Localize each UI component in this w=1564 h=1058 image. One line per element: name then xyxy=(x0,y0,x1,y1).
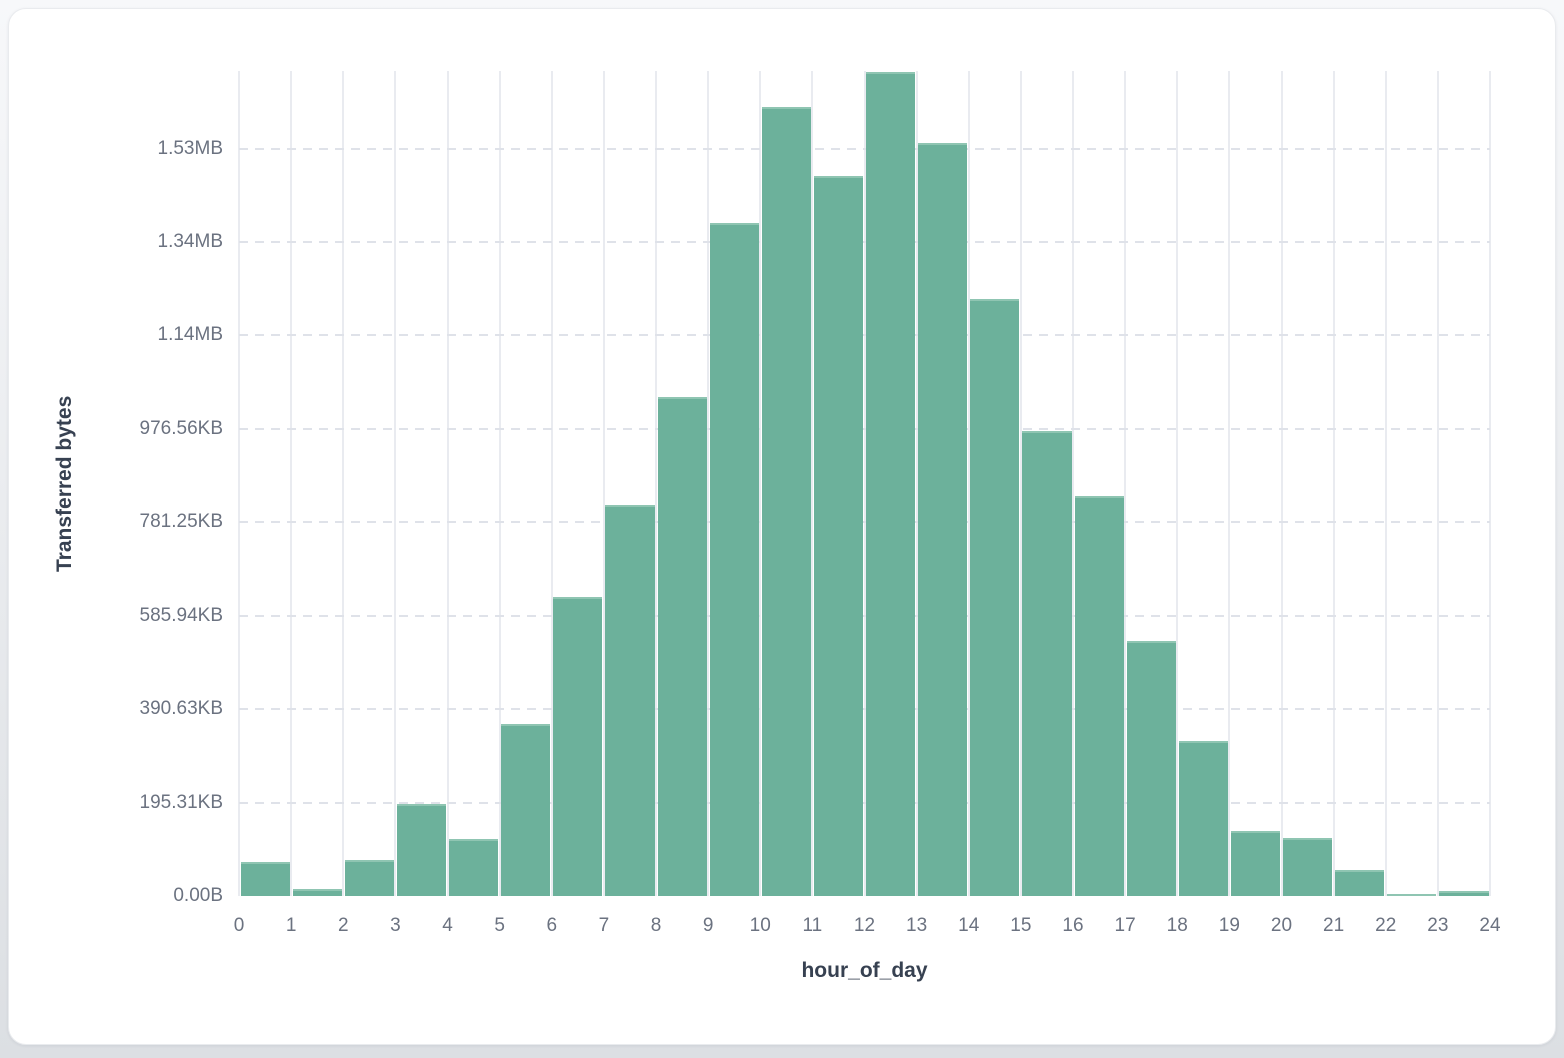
vertical-gridline xyxy=(1384,71,1387,896)
vertical-gridline xyxy=(1072,71,1074,896)
x-axis-tick-label: 10 xyxy=(749,915,771,936)
x-axis-tick-label: 8 xyxy=(650,915,662,936)
vertical-gridline xyxy=(550,71,553,896)
horizontal-gridline xyxy=(239,801,1490,804)
horizontal-gridline xyxy=(239,147,1490,150)
x-axis-tick-label: 21 xyxy=(1323,915,1345,936)
y-axis-tick-label: 781.25KB xyxy=(139,511,223,533)
histogram-bar[interactable] xyxy=(1022,430,1072,896)
y-axis-tick-label: 1.53MB xyxy=(157,137,223,159)
histogram-bar[interactable] xyxy=(761,106,811,896)
vertical-gridline xyxy=(446,71,449,896)
x-axis-tick-label: 23 xyxy=(1427,915,1449,936)
horizontal-gridline xyxy=(239,240,1490,243)
x-axis-tick-label: 12 xyxy=(853,915,876,936)
histogram-bar[interactable] xyxy=(292,889,342,896)
histogram-bar[interactable] xyxy=(501,723,551,896)
y-axis-tick-label: 390.63KB xyxy=(139,698,223,720)
x-axis-tick-label: 17 xyxy=(1114,915,1136,936)
vertical-gridline xyxy=(342,71,345,896)
histogram-bar[interactable] xyxy=(449,838,499,896)
y-axis-tick-label: 1.14MB xyxy=(157,324,223,346)
vertical-gridline xyxy=(238,71,240,896)
y-axis-tick-label: 0.00B xyxy=(173,885,223,906)
histogram-bar[interactable] xyxy=(1126,641,1176,896)
histogram-bar[interactable] xyxy=(813,175,863,896)
horizontal-gridline xyxy=(239,427,1490,430)
histogram-bar[interactable] xyxy=(344,859,394,896)
x-axis-tick-label: 24 xyxy=(1479,915,1501,936)
x-axis-tick-label: 1 xyxy=(285,915,297,936)
x-axis-tick-label: 18 xyxy=(1166,915,1188,936)
vertical-gridline xyxy=(1176,71,1179,896)
vertical-gridline xyxy=(915,71,918,896)
horizontal-gridline xyxy=(239,521,1490,524)
y-axis-tick-label: 1.34MB xyxy=(157,230,223,252)
vertical-gridline xyxy=(967,71,970,896)
histogram-bar[interactable] xyxy=(1335,869,1385,896)
x-axis-tick-label: 2 xyxy=(337,915,349,936)
histogram-bar[interactable] xyxy=(709,222,759,896)
vertical-gridline xyxy=(602,71,605,896)
histogram-bar[interactable] xyxy=(396,804,446,896)
x-axis-tick-label: 0 xyxy=(233,915,245,936)
x-axis-tick-label: 16 xyxy=(1062,915,1084,936)
histogram-bar[interactable] xyxy=(1178,740,1228,896)
vertical-gridline xyxy=(811,71,814,896)
histogram-bar[interactable] xyxy=(918,142,968,896)
x-axis-tick-label: 9 xyxy=(702,915,714,936)
vertical-gridline xyxy=(1332,71,1335,896)
y-axis-tick-label: 976.56KB xyxy=(139,417,223,439)
vertical-gridline xyxy=(655,71,657,896)
horizontal-gridline xyxy=(239,614,1490,617)
vertical-gridline xyxy=(759,71,762,896)
horizontal-gridline xyxy=(239,334,1490,337)
x-axis-tick-label: 7 xyxy=(598,915,610,936)
x-axis-tick-label: 19 xyxy=(1218,915,1240,936)
histogram-bar[interactable] xyxy=(1387,893,1437,896)
vertical-gridline xyxy=(1280,71,1283,896)
x-axis-tick-label: 5 xyxy=(494,915,505,936)
y-axis-tick-label: 195.31KB xyxy=(139,791,223,813)
x-axis-tick-label: 11 xyxy=(802,915,823,936)
vertical-gridline xyxy=(1228,71,1231,896)
x-axis-tick-label: 15 xyxy=(1010,915,1032,936)
histogram-bar[interactable] xyxy=(657,396,707,896)
x-axis-title: hour_of_day xyxy=(801,959,928,982)
y-axis-title: Transferred bytes xyxy=(53,395,76,572)
histogram-bar[interactable] xyxy=(553,596,603,896)
vertical-gridline xyxy=(394,71,397,896)
vertical-gridline xyxy=(290,71,293,896)
horizontal-gridline xyxy=(239,708,1490,711)
histogram-bar[interactable] xyxy=(970,298,1020,896)
x-axis-tick-label: 14 xyxy=(958,915,980,936)
vertical-gridline xyxy=(498,71,501,896)
histogram-bar[interactable] xyxy=(605,504,655,896)
vertical-gridline xyxy=(863,71,866,896)
vertical-gridline xyxy=(1124,71,1127,896)
y-axis-tick-label: 585.94KB xyxy=(139,604,223,626)
vertical-gridline xyxy=(1436,71,1439,896)
vertical-gridline xyxy=(1489,71,1491,896)
x-axis-tick-label: 6 xyxy=(546,915,558,936)
x-axis-tick-label: 4 xyxy=(442,915,453,936)
vertical-gridline xyxy=(707,71,710,896)
x-axis-tick-label: 20 xyxy=(1270,915,1293,936)
histogram-bar[interactable] xyxy=(866,71,916,896)
x-axis-tick-label: 22 xyxy=(1375,915,1397,936)
histogram-bar[interactable] xyxy=(1230,830,1280,896)
x-axis-tick-label: 3 xyxy=(390,915,401,936)
plot-area xyxy=(238,71,1491,896)
histogram-bar[interactable] xyxy=(240,862,290,896)
histogram-bar[interactable] xyxy=(1439,890,1489,896)
histogram-bar[interactable] xyxy=(1283,837,1333,896)
histogram-bar[interactable] xyxy=(1074,495,1124,896)
x-axis-tick-label: 13 xyxy=(906,915,928,936)
vertical-gridline xyxy=(1019,71,1022,896)
chart-card: 0.00B 195.31KB 390.63KB 585.94KB 781.25KB 976… xyxy=(8,8,1556,1045)
